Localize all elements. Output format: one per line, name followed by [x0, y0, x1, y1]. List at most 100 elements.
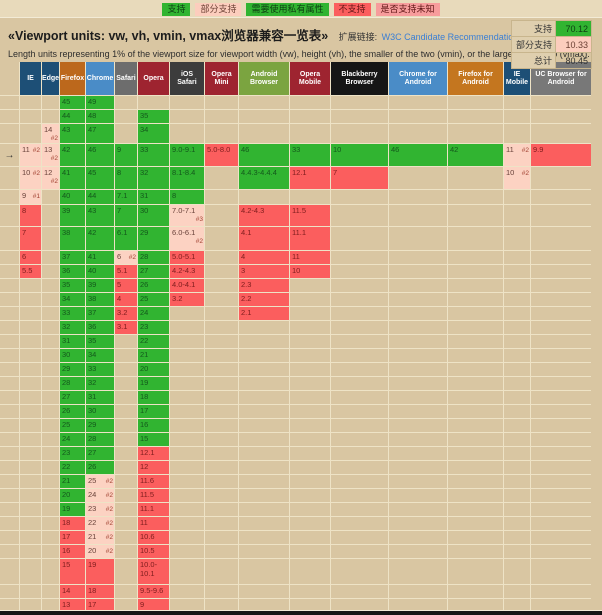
version-cell-empty: [389, 110, 447, 123]
version-cell-empty: [389, 349, 447, 362]
version-cell-opera-29: 29: [138, 227, 169, 250]
version-cell-empty: [42, 205, 59, 226]
version-cell-empty: [115, 517, 137, 530]
version-cell-empty: [290, 293, 330, 306]
version-label: 28: [88, 434, 97, 443]
version-cell-empty: [42, 447, 59, 460]
screenshot-bottom-edge: [0, 611, 602, 615]
version-cell-empty: [389, 391, 447, 404]
row-gutter: [0, 517, 19, 530]
header-ie: IE: [20, 62, 41, 95]
version-cell-empty: [290, 335, 330, 348]
version-cell-empty: [115, 405, 137, 418]
version-cell-empty: [290, 190, 330, 204]
version-cell-empty: [290, 599, 330, 612]
version-cell-empty: [170, 419, 204, 432]
version-cell-empty: [389, 293, 447, 306]
version-cell-empty: [331, 461, 388, 474]
version-cell-firefox-15: 15: [60, 559, 85, 584]
version-cell-empty: [448, 461, 503, 474]
version-label: 21: [88, 532, 97, 541]
row-gutter: [0, 405, 19, 418]
version-cell-empty: [239, 96, 289, 109]
version-cell-empty: [42, 503, 59, 516]
version-cell-firefox-19: 19: [60, 503, 85, 516]
version-label: 11: [22, 145, 30, 154]
version-cell-empty: [531, 377, 591, 390]
version-cell-empty: [331, 517, 388, 530]
footnote-marker: #1: [32, 193, 40, 200]
version-cell-ios-safari-5.0-5.1: 5.0-5.1: [170, 251, 204, 264]
version-cell-opera-mini-5.0-8.0: 5.0-8.0: [205, 144, 238, 166]
version-cell-empty: [504, 321, 530, 334]
version-cell-empty: [389, 433, 447, 446]
version-cell-safari-7.1: 7.1: [115, 190, 137, 204]
version-cell-empty: [170, 307, 204, 320]
version-cell-android-browser-3: 3: [239, 265, 289, 278]
version-cell-empty: [115, 419, 137, 432]
version-label: 8: [22, 206, 27, 215]
version-cell-empty: [331, 321, 388, 334]
version-cell-empty: [239, 190, 289, 204]
version-cell-safari-3.2: 3.2: [115, 307, 137, 320]
version-cell-firefox-32: 32: [60, 321, 85, 334]
version-cell-empty: [42, 307, 59, 320]
header-chrome: Chrome: [86, 62, 114, 95]
version-label: 29: [62, 364, 71, 373]
version-cell-firefox-23: 23: [60, 447, 85, 460]
version-cell-opera-mobile-11.5: 11.5: [290, 205, 330, 226]
version-cell-empty: [115, 447, 137, 460]
version-cell-empty: [290, 517, 330, 530]
version-cell-ios-safari-8.1-8.4: 8.1-8.4: [170, 167, 204, 189]
version-cell-empty: [115, 363, 137, 376]
version-cell-ios-safari-6.0-6.1: 6.0-6.1 #2: [170, 227, 204, 250]
version-cell-chrome-21: 21 #2: [86, 531, 114, 544]
version-cell-empty: [170, 110, 204, 123]
version-cell-empty: [331, 531, 388, 544]
spec-link[interactable]: W3C Candidate Recommendation: [381, 32, 519, 42]
version-cell-empty: [448, 190, 503, 204]
version-cell-chrome-26: 26: [86, 461, 114, 474]
row-gutter: [0, 251, 19, 264]
version-cell-chrome-41: 41: [86, 251, 114, 264]
version-cell-empty: [42, 110, 59, 123]
version-cell-firefox-31: 31: [60, 335, 85, 348]
version-cell-empty: [205, 475, 238, 488]
version-cell-empty: [504, 377, 530, 390]
version-cell-empty: [42, 531, 59, 544]
version-cell-empty: [290, 391, 330, 404]
footnote-marker: #2: [32, 147, 40, 154]
version-cell-empty: [20, 363, 41, 376]
version-cell-uc-browser-for-android-9.9: 9.9: [531, 144, 591, 166]
version-label: 38: [62, 228, 71, 237]
version-cell-empty: [448, 545, 503, 558]
version-label: 18: [140, 392, 149, 401]
version-cell-empty: [170, 475, 204, 488]
version-cell-safari-5.1: 5.1: [115, 265, 137, 278]
version-cell-ie-10: 10 #2: [20, 167, 41, 189]
version-cell-firefox-14: 14: [60, 585, 85, 598]
footnote-marker: #2: [521, 147, 529, 154]
header-chrome-for-android: Chrome for Android: [389, 62, 447, 95]
version-label: 25: [140, 294, 149, 303]
version-cell-opera-11.6: 11.6: [138, 475, 169, 488]
version-cell-empty: [205, 517, 238, 530]
version-label: 10.6: [140, 532, 155, 541]
version-cell-empty: [20, 419, 41, 432]
version-cell-empty: [531, 489, 591, 502]
version-cell-empty: [170, 517, 204, 530]
version-cell-empty: [20, 391, 41, 404]
version-cell-empty: [531, 531, 591, 544]
version-cell-firefox-36: 36: [60, 265, 85, 278]
legend-item-support: 支持: [162, 2, 191, 16]
version-cell-empty: [504, 227, 530, 250]
header-android-browser: Android Browser: [239, 62, 289, 95]
version-cell-empty: [504, 335, 530, 348]
version-cell-empty: [331, 110, 388, 123]
version-cell-empty: [42, 96, 59, 109]
version-cell-ie-9: 9 #1: [20, 190, 41, 204]
version-label: 46: [88, 145, 97, 154]
version-label: 7.1: [117, 191, 128, 200]
version-cell-empty: [170, 321, 204, 334]
version-cell-empty: [42, 391, 59, 404]
